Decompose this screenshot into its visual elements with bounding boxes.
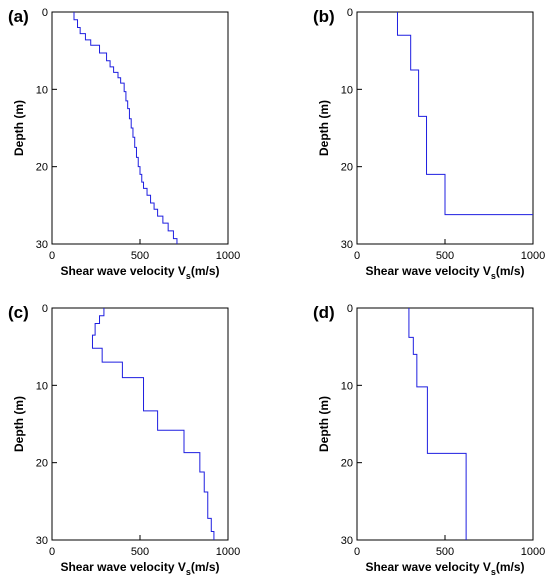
velocity-profile-line (408, 308, 467, 540)
x-axis-title-unit: (m/s) (191, 264, 220, 278)
x-axis-title: Shear wave velocity Vs(m/s) (60, 560, 219, 577)
x-axis-title-unit: (m/s) (496, 264, 525, 278)
y-tick-label: 20 (341, 162, 353, 174)
x-tick-label: 0 (49, 546, 55, 558)
x-tick-label: 1000 (521, 546, 545, 558)
plot-frame (356, 307, 534, 541)
y-tick-label: 0 (347, 303, 353, 315)
x-tick-label: 0 (354, 250, 360, 262)
x-axis-title-unit: (m/s) (496, 560, 525, 574)
panel-label: (c) (8, 303, 29, 322)
velocity-profile-line (73, 12, 178, 244)
x-axis-title: Shear wave velocity Vs(m/s) (60, 264, 219, 281)
x-tick-label: 0 (49, 250, 55, 262)
y-tick-label: 10 (36, 380, 48, 392)
panel-1: 0 500 1000 0 10 20 30 Shear wave velocity Vs(m/… (8, 7, 240, 281)
x-tick-label: 500 (436, 250, 454, 262)
velocity-profile-line (91, 308, 215, 540)
x-tick-label: 1000 (216, 546, 240, 558)
y-axis-title: Depth (m) (317, 396, 331, 452)
x-axis-title-main: Shear wave velocity V (365, 264, 490, 278)
y-tick-label: 10 (341, 84, 353, 96)
y-tick-label: 20 (36, 458, 48, 470)
panel-4: 0 500 1000 0 10 20 30 Shear wave velocity Vs(m/… (313, 303, 545, 577)
y-tick-label: 10 (341, 380, 353, 392)
y-tick-label: 30 (341, 535, 353, 547)
plot-frame (51, 307, 229, 541)
x-axis-title-subscript: s (491, 271, 496, 281)
y-tick-label: 0 (42, 303, 48, 315)
x-tick-label: 1000 (216, 250, 240, 262)
panel-3: 0 500 1000 0 10 20 30 Shear wave velocity Vs(m/… (8, 303, 240, 577)
y-axis-title: Depth (m) (12, 396, 26, 452)
x-axis-title-main: Shear wave velocity V (60, 264, 185, 278)
y-axis-title: Depth (m) (317, 100, 331, 156)
x-tick-label: 500 (131, 546, 149, 558)
panel-label: (a) (8, 7, 29, 26)
x-axis-title-main: Shear wave velocity V (60, 560, 185, 574)
y-tick-label: 20 (341, 458, 353, 470)
y-tick-label: 30 (36, 535, 48, 547)
x-tick-label: 500 (436, 546, 454, 558)
y-axis-title: Depth (m) (12, 100, 26, 156)
x-axis-title-subscript: s (186, 271, 191, 281)
y-tick-label: 30 (341, 239, 353, 251)
y-tick-label: 10 (36, 84, 48, 96)
x-axis-title-subscript: s (186, 567, 191, 577)
panel-label: (d) (313, 303, 335, 322)
x-tick-label: 500 (131, 250, 149, 262)
x-axis-title-unit: (m/s) (191, 560, 220, 574)
x-axis-title: Shear wave velocity Vs(m/s) (365, 560, 524, 577)
plot-frame (51, 11, 229, 245)
y-tick-label: 20 (36, 162, 48, 174)
panel-2: 0 500 1000 0 10 20 30 Shear wave velocity Vs(m/… (313, 7, 545, 281)
y-tick-label: 30 (36, 239, 48, 251)
y-tick-label: 0 (347, 7, 353, 19)
x-axis-title-subscript: s (491, 567, 496, 577)
y-tick-label: 0 (42, 7, 48, 19)
x-axis-title: Shear wave velocity Vs(m/s) (365, 264, 524, 281)
x-axis-title-main: Shear wave velocity V (365, 560, 490, 574)
velocity-profile-line (396, 12, 533, 216)
panel-label: (b) (313, 7, 335, 26)
x-tick-label: 1000 (521, 250, 545, 262)
x-tick-label: 0 (354, 546, 360, 558)
